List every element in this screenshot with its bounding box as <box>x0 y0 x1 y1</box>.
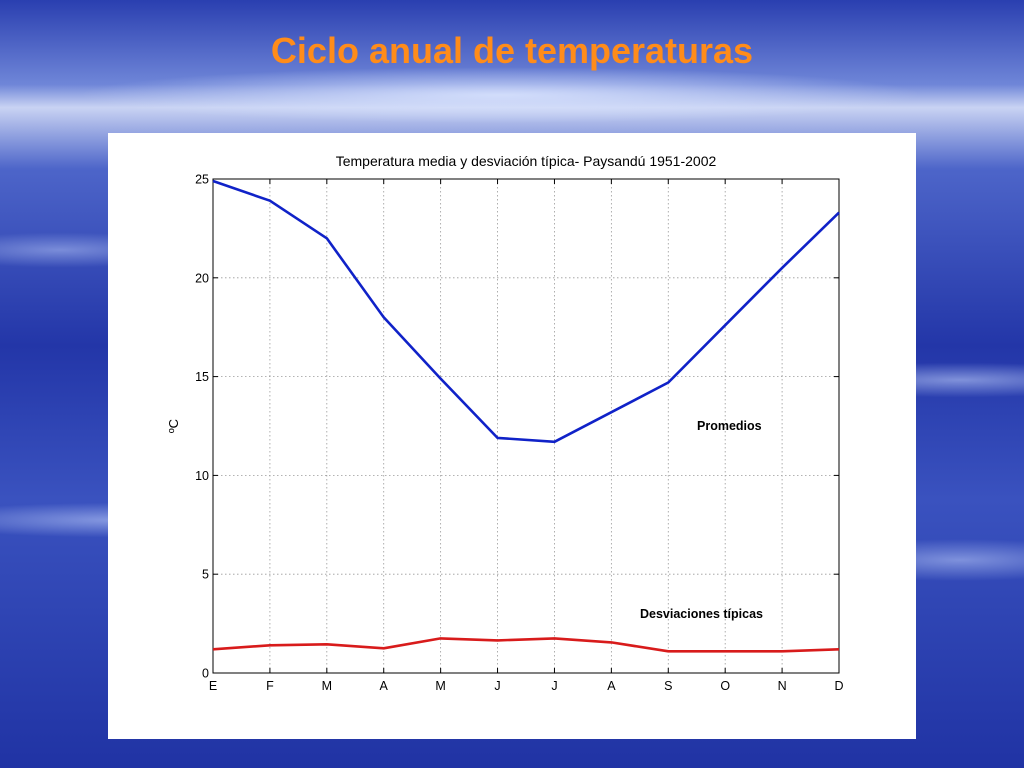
x-tick-label: F <box>266 679 274 693</box>
x-tick-label: N <box>778 679 787 693</box>
series-label-promedios: Promedios <box>697 419 762 433</box>
y-tick-label: 0 <box>202 667 209 681</box>
chart-panel: E F M A M J J A S O N D 0 5 10 15 20 25 Temperatura media… <box>108 133 916 739</box>
y-tick-label: 25 <box>195 173 209 187</box>
x-tick-label: M <box>322 679 332 693</box>
plot-frame <box>212 178 840 674</box>
series-line-1 <box>212 637 840 653</box>
x-tick-label: J <box>551 679 557 693</box>
y-tick-label: 10 <box>195 469 209 483</box>
y-tick-label: 15 <box>195 370 209 384</box>
x-tick-label: J <box>494 679 500 693</box>
x-tick-label: M <box>435 679 445 693</box>
y-axis-label: ºC <box>166 419 181 433</box>
chart-title: Temperatura media y desviación típica- P… <box>336 153 717 169</box>
slide-title: Ciclo anual de temperaturas <box>270 30 754 71</box>
x-tick-label: E <box>209 679 217 693</box>
x-tick-label: O <box>720 679 730 693</box>
series-line-0 <box>212 179 840 444</box>
x-tick-label: S <box>664 679 672 693</box>
y-tick-label: 20 <box>195 271 209 285</box>
y-tick-label: 5 <box>202 568 209 582</box>
line-chart: E F M A M J J A S O N D 0 5 10 15 20 25 Temperatura media… <box>166 153 844 694</box>
series-label-desviaciones: Desviaciones típicas <box>640 607 763 621</box>
ticks: E F M A M J J A S O N D 0 5 10 15 20 25 <box>195 173 843 694</box>
x-tick-label: D <box>834 679 843 693</box>
x-tick-label: A <box>380 679 389 693</box>
grid <box>213 179 839 673</box>
x-tick-label: A <box>607 679 616 693</box>
series-group <box>212 179 840 653</box>
